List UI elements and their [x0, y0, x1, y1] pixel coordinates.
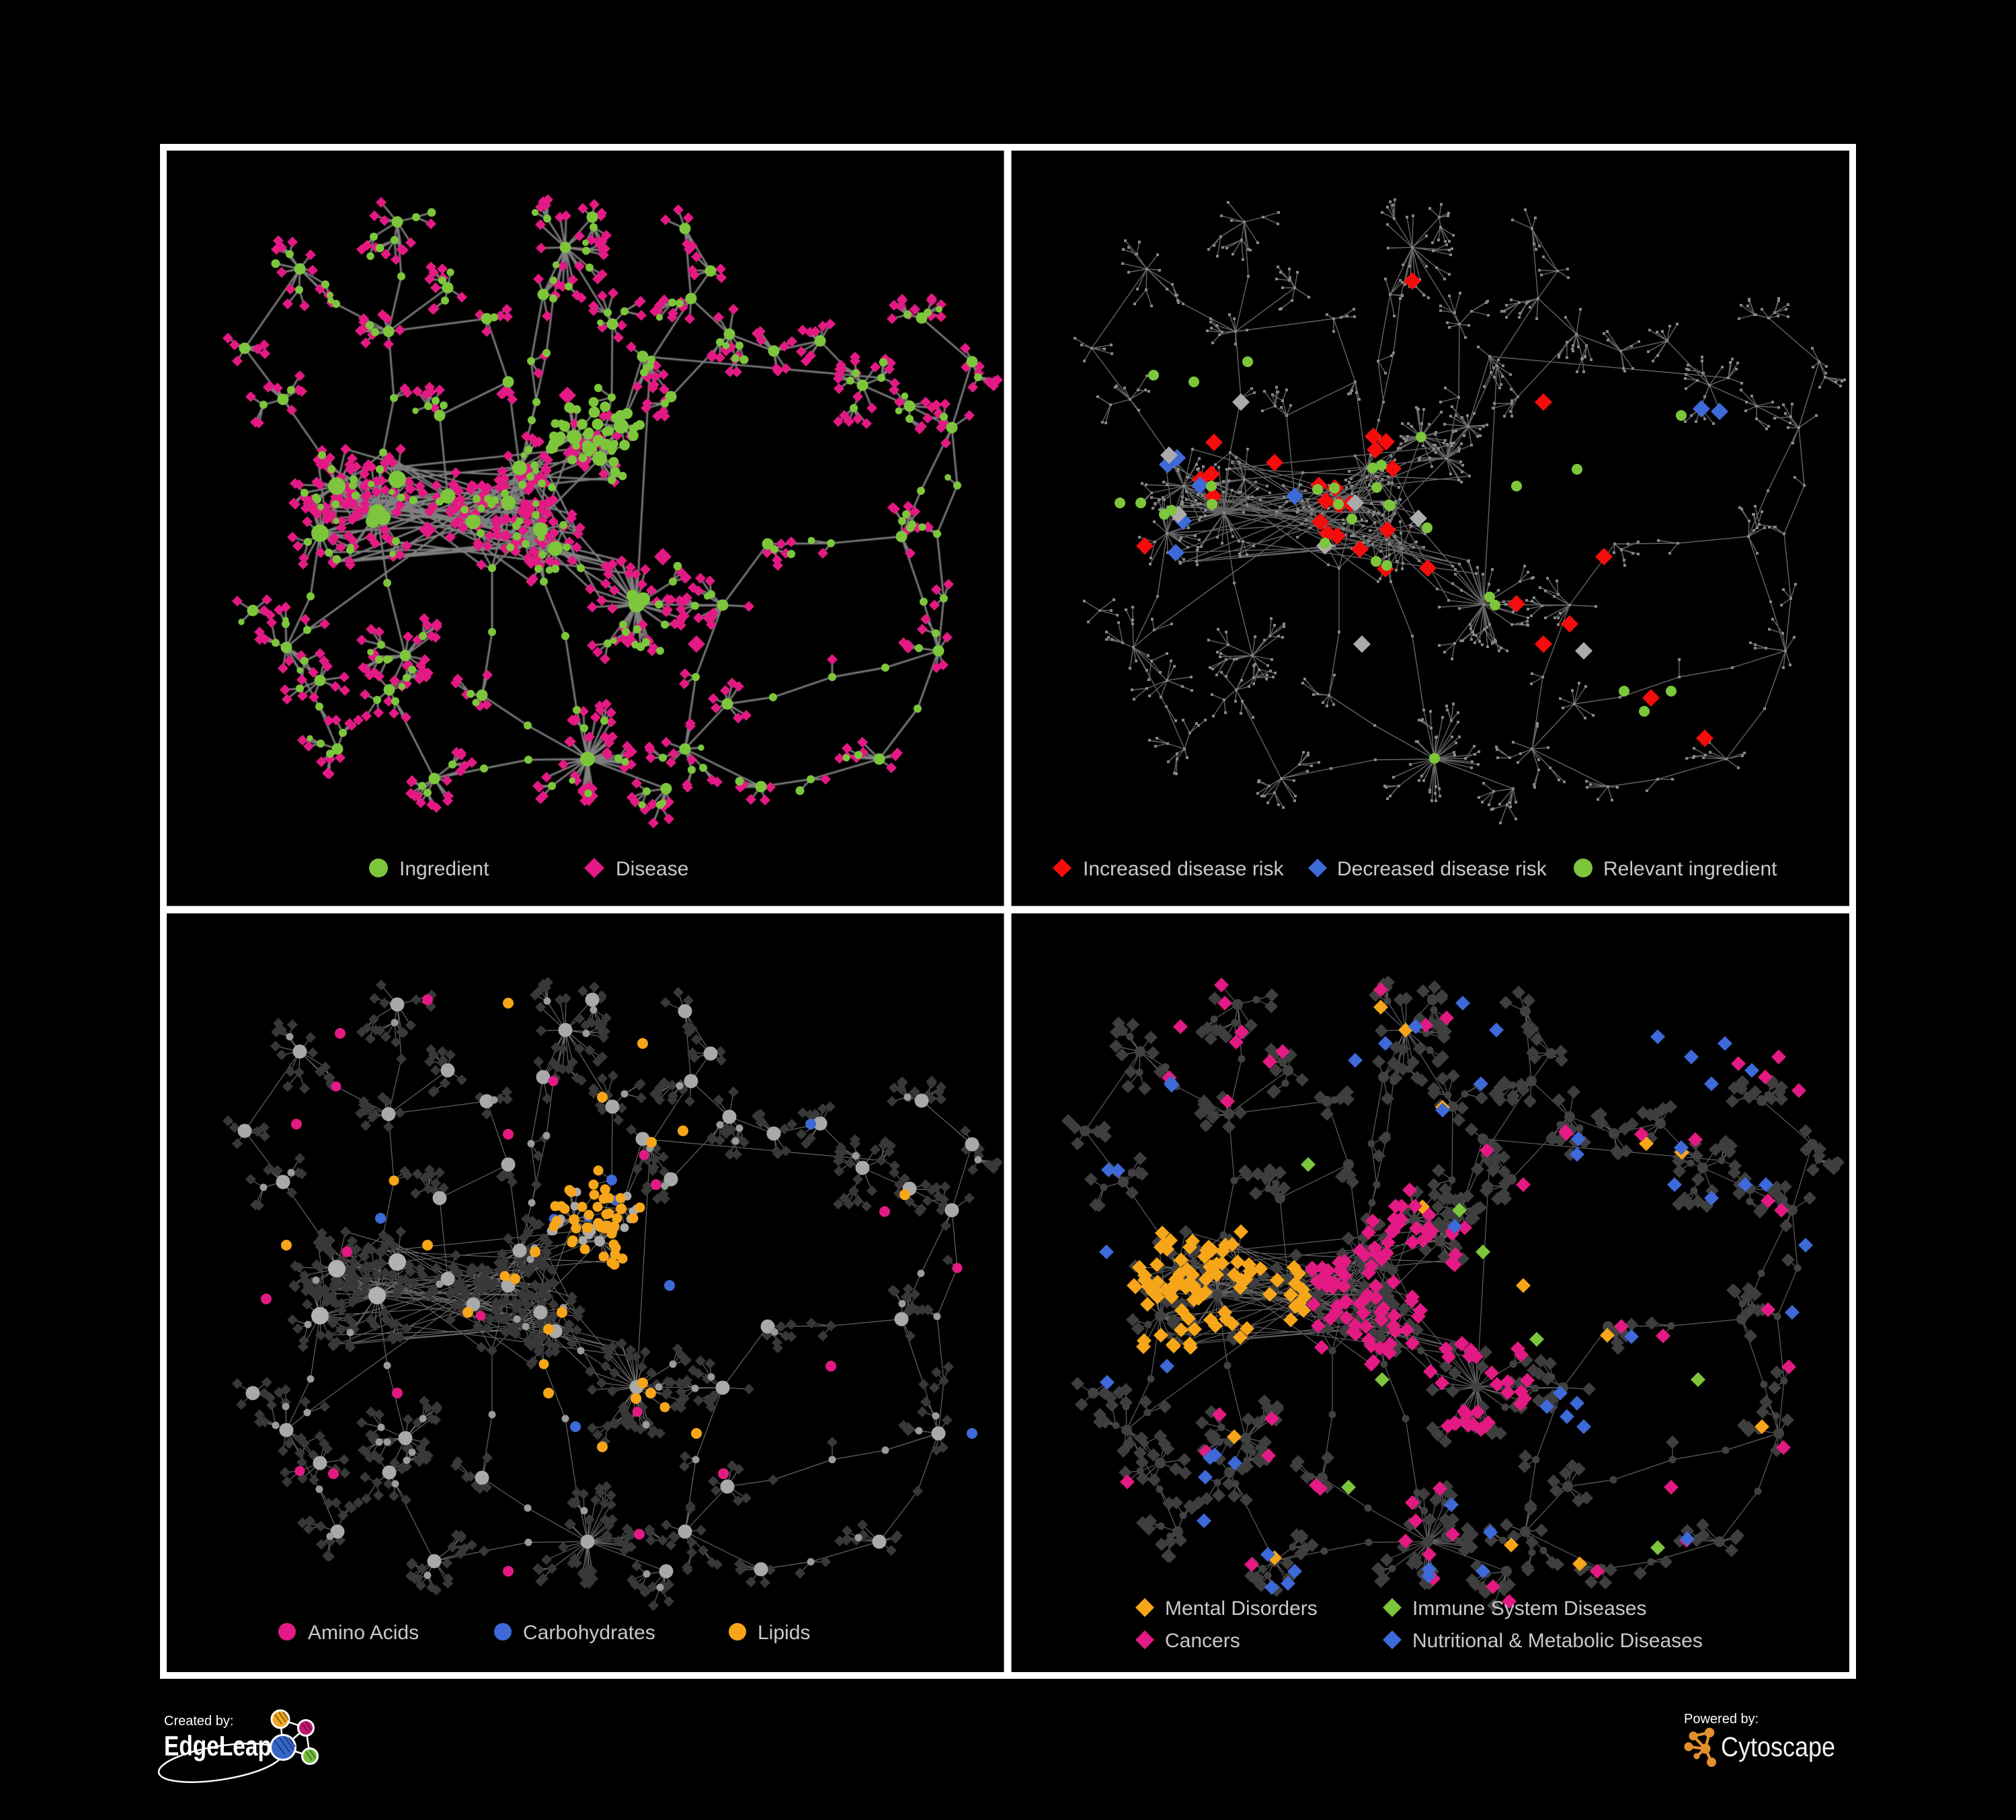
svg-text:Relevant ingredient: Relevant ingredient — [1603, 858, 1777, 880]
svg-text:Lipids: Lipids — [758, 1622, 810, 1644]
svg-text:Disease: Disease — [616, 858, 688, 880]
svg-text:Cancers: Cancers — [1165, 1630, 1240, 1652]
svg-text:Increased disease risk: Increased disease risk — [1083, 858, 1284, 880]
svg-text:Decreased disease risk: Decreased disease risk — [1337, 858, 1547, 880]
svg-text:Immune System Diseases: Immune System Diseases — [1412, 1597, 1646, 1620]
svg-text:Amino Acids: Amino Acids — [308, 1622, 419, 1644]
svg-text:Nutritional & Metabolic Diseas: Nutritional & Metabolic Diseases — [1412, 1630, 1703, 1652]
svg-text:Powered by:: Powered by: — [1684, 1712, 1759, 1727]
svg-text:Carbohydrates: Carbohydrates — [523, 1622, 655, 1644]
svg-text:Created by:: Created by: — [164, 1714, 233, 1729]
svg-text:Ingredient: Ingredient — [399, 858, 489, 880]
svg-text:Mental Disorders: Mental Disorders — [1165, 1597, 1318, 1620]
svg-text:Cytoscape: Cytoscape — [1721, 1731, 1835, 1762]
